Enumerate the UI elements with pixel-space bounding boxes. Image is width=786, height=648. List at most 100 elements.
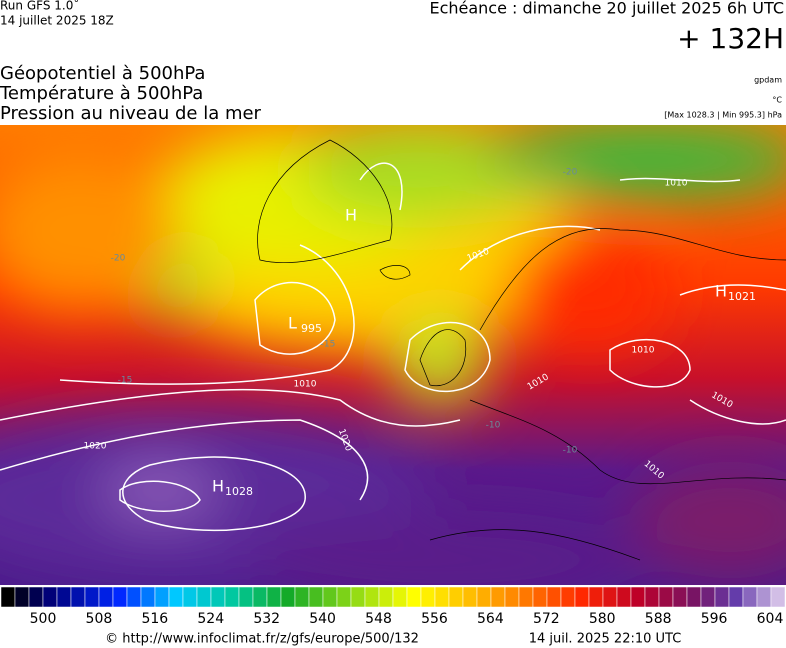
isobar-label: 1010 <box>665 179 688 189</box>
colorbar-swatch <box>280 586 296 608</box>
map <box>0 125 786 585</box>
colorbar-swatch <box>714 586 730 608</box>
colorbar-swatch <box>448 586 464 608</box>
colorbar-swatch <box>700 586 716 608</box>
colorbar-label: 572 <box>533 611 560 627</box>
colorbar-swatch <box>616 586 632 608</box>
pressure-center-letter: L <box>288 314 297 333</box>
colorbar-swatch <box>672 586 688 608</box>
isotherm-label: -20 <box>563 168 578 178</box>
colorbar-swatch <box>420 586 436 608</box>
colorbar-swatch <box>98 586 114 608</box>
pressure-center-value: 1028 <box>225 485 253 498</box>
run-date: 14 juillet 2025 18Z <box>0 14 114 28</box>
colorbar-swatch <box>252 586 268 608</box>
colorbar-swatch <box>182 586 198 608</box>
colorbar-swatch <box>546 586 562 608</box>
colorbar-swatch <box>42 586 58 608</box>
colorbar-swatch <box>140 586 156 608</box>
colorbar-label: 524 <box>197 611 224 627</box>
colorbar-swatch <box>70 586 86 608</box>
colorbar-swatch <box>504 586 520 608</box>
colorbar-swatch <box>560 586 576 608</box>
colorbar-label: 604 <box>757 611 784 627</box>
colorbar-swatch <box>126 586 142 608</box>
colorbar-swatch <box>532 586 548 608</box>
colorbar-swatch <box>392 586 408 608</box>
colorbar-swatch <box>406 586 422 608</box>
pressure-center-value: 995 <box>301 322 322 335</box>
colorbar-swatch <box>770 586 786 608</box>
colorbar-swatch <box>196 586 212 608</box>
isobar-label: 1010 <box>632 346 655 356</box>
title: Pression au niveau de la mer <box>0 103 262 124</box>
title: Température à 500hPa <box>0 83 203 104</box>
colorbar-swatch <box>56 586 72 608</box>
colorbar-label: 580 <box>589 611 616 627</box>
colorbar-swatch <box>336 586 352 608</box>
colorbar-swatch <box>224 586 240 608</box>
pressure-center-letter: H <box>715 282 727 301</box>
colorbar-swatch <box>602 586 618 608</box>
isobar-label: 1010 <box>294 380 317 390</box>
colorbar-label: 516 <box>141 611 168 627</box>
lead-time: + 132H <box>677 22 784 55</box>
colorbar-label: 540 <box>309 611 336 627</box>
unit: [Max 1028.3 | Min 995.3] hPa <box>664 111 782 120</box>
colorbar-swatch <box>630 586 646 608</box>
colorbar-swatch <box>0 586 16 608</box>
colorbar-swatch <box>154 586 170 608</box>
colorbar-swatch <box>574 586 590 608</box>
colorbar-label: 556 <box>421 611 448 627</box>
colorbar-swatch <box>350 586 366 608</box>
unit: gpdam <box>754 76 782 85</box>
colorbar-label: 588 <box>645 611 672 627</box>
pressure-center-letter: H <box>345 206 357 225</box>
run: Run GFS 1.0˚ <box>0 0 79 13</box>
colorbar-swatch <box>658 586 674 608</box>
colorbar-swatch <box>434 586 450 608</box>
colorbar-swatch <box>266 586 282 608</box>
colorbar-swatch <box>308 586 324 608</box>
colorbar-swatch <box>756 586 772 608</box>
colorbar-swatch <box>322 586 338 608</box>
isotherm-label: -15 <box>118 376 133 386</box>
title: Géopotentiel à 500hPa <box>0 63 205 84</box>
colorbar-swatch <box>14 586 30 608</box>
colorbar-swatch <box>238 586 254 608</box>
isotherm-label: -10 <box>486 421 501 431</box>
colorbar-swatch <box>462 586 478 608</box>
colorbar-label: 532 <box>253 611 280 627</box>
colorbar-swatch <box>210 586 226 608</box>
valid-time: Echéance : dimanche 20 juillet 2025 6h U… <box>429 0 784 18</box>
colorbar-swatch <box>364 586 380 608</box>
pressure-center-value: 1021 <box>728 290 756 303</box>
colorbar-swatch <box>588 586 604 608</box>
colorbar-label: 508 <box>86 611 113 627</box>
isotherm-label: -15 <box>321 340 336 350</box>
pressure-center-letter: H <box>212 477 224 496</box>
colorbar-swatch <box>168 586 184 608</box>
colorbar-label: 500 <box>30 611 57 627</box>
colorbar-label: 564 <box>477 611 504 627</box>
colorbar-swatch <box>28 586 44 608</box>
colorbar-swatch <box>728 586 744 608</box>
colorbar-swatch <box>742 586 758 608</box>
colorbar-label: 596 <box>701 611 728 627</box>
colorbar-swatch <box>112 586 128 608</box>
colorbar-swatch <box>294 586 310 608</box>
colorbar-swatch <box>644 586 660 608</box>
colorbar-label: 548 <box>365 611 392 627</box>
colorbar-swatch <box>686 586 702 608</box>
colorbar-swatch <box>476 586 492 608</box>
isotherm-label: -10 <box>563 446 578 456</box>
footer-source: © http://www.infoclimat.fr/z/gfs/europe/… <box>105 632 419 647</box>
colorbar-swatch <box>378 586 394 608</box>
footer-generated: 14 juil. 2025 22:10 UTC <box>529 632 682 647</box>
isotherm-label: -20 <box>111 254 126 264</box>
colorbar-swatch <box>84 586 100 608</box>
unit: °C <box>772 96 782 105</box>
isobar-label: 1020 <box>84 442 107 452</box>
